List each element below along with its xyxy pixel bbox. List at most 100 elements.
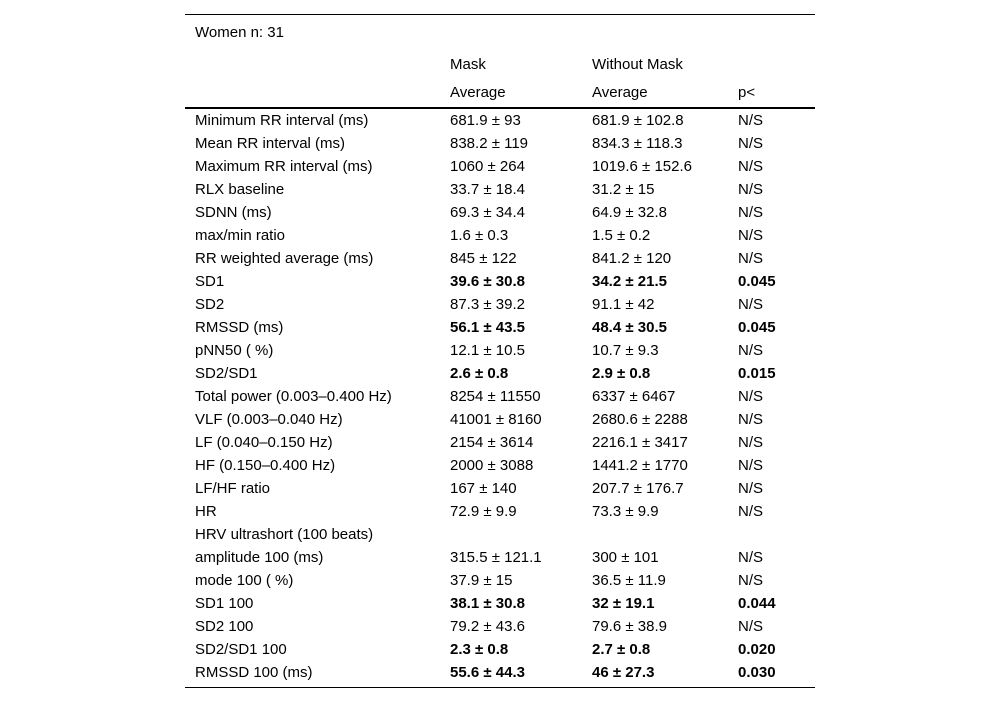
row-label: mode 100 ( %): [195, 572, 294, 589]
column-group-spacer: [185, 49, 450, 80]
table-row: HR 72.9 ± 9.9 73.3 ± 9.9 N/S: [185, 500, 815, 523]
table-row: mode 100 ( %) 37.9 ± 15 36.5 ± 11.9 N/S: [185, 569, 815, 592]
table-row: pNN50 ( %) 12.1 ± 10.5 10.7 ± 9.3 N/S: [185, 339, 815, 362]
table-row: max/min ratio 1.6 ± 0.3 1.5 ± 0.2 N/S: [185, 224, 815, 247]
without-mask-average-value: 48.4 ± 30.5: [592, 319, 667, 336]
p-value: N/S: [738, 204, 764, 221]
p-value: N/S: [738, 296, 764, 313]
p-value: 0.044: [738, 595, 776, 612]
table-row: VLF (0.003–0.040 Hz) 41001 ± 8160 2680.6…: [185, 408, 815, 431]
column-group-p-spacer: [738, 49, 815, 80]
mask-average-value: 79.2 ± 43.6: [450, 618, 525, 635]
p-value: N/S: [738, 434, 764, 451]
mask-average-value: 38.1 ± 30.8: [450, 595, 525, 612]
mask-average-value: 56.1 ± 43.5: [450, 319, 525, 336]
without-mask-average-value: 34.2 ± 21.5: [592, 273, 667, 290]
mask-average-value: 681.9 ± 93: [450, 112, 521, 129]
without-mask-average-value: 91.1 ± 42: [592, 296, 655, 313]
mask-average-value: 41001 ± 8160: [450, 411, 542, 428]
without-mask-average-value: 2.7 ± 0.8: [592, 641, 651, 658]
without-mask-average-value: 31.2 ± 15: [592, 181, 655, 198]
without-mask-average-value: 681.9 ± 102.8: [592, 112, 684, 129]
row-label: RMSSD 100 (ms): [195, 664, 313, 681]
table-row: Total power (0.003–0.400 Hz) 8254 ± 1155…: [185, 385, 815, 408]
without-mask-average-value: 300 ± 101: [592, 549, 659, 566]
p-value: N/S: [738, 250, 764, 267]
row-label: Maximum RR interval (ms): [195, 158, 373, 175]
row-label: SD1 100: [195, 595, 254, 612]
p-value: N/S: [738, 181, 764, 198]
row-label: RMSSD (ms): [195, 319, 284, 336]
p-value: 0.045: [738, 273, 776, 290]
table-row: LF/HF ratio 167 ± 140 207.7 ± 176.7 N/S: [185, 477, 815, 500]
row-label: HRV ultrashort (100 beats): [195, 526, 374, 543]
table-row: RR weighted average (ms) 845 ± 122 841.2…: [185, 247, 815, 270]
column-group-header-row: Mask Without Mask: [185, 49, 815, 80]
mask-average-value: 2154 ± 3614: [450, 434, 534, 451]
without-mask-average-value: 207.7 ± 176.7: [592, 480, 684, 497]
sub-header-row: Average Average p<: [185, 80, 815, 109]
table-row: RMSSD (ms) 56.1 ± 43.5 48.4 ± 30.5 0.045: [185, 316, 815, 339]
sub-header-spacer: [185, 80, 450, 107]
without-mask-average-value: 6337 ± 6467: [592, 388, 676, 405]
mask-average-value: 2.3 ± 0.8: [450, 641, 509, 658]
without-mask-average-value: 834.3 ± 118.3: [592, 135, 683, 152]
mask-average-value: 1060 ± 264: [450, 158, 525, 175]
sub-header-mask-average: Average: [450, 84, 506, 101]
mask-average-value: 37.9 ± 15: [450, 572, 513, 589]
row-label: SD1: [195, 273, 225, 290]
row-label: Total power (0.003–0.400 Hz): [195, 388, 392, 405]
table-row: Minimum RR interval (ms) 681.9 ± 93 681.…: [185, 109, 815, 132]
mask-average-value: 838.2 ± 119: [450, 135, 529, 152]
sub-header-without-mask-average: Average: [592, 84, 648, 101]
p-value: 0.030: [738, 664, 776, 681]
row-label: VLF (0.003–0.040 Hz): [195, 411, 343, 428]
sub-header-p: p<: [738, 84, 756, 101]
p-value: N/S: [738, 503, 764, 520]
p-value: N/S: [738, 480, 764, 497]
without-mask-average-value: 79.6 ± 38.9: [592, 618, 667, 635]
without-mask-average-value: 36.5 ± 11.9: [592, 572, 666, 589]
p-value: N/S: [738, 388, 764, 405]
p-value: N/S: [738, 457, 764, 474]
table-row: Mean RR interval (ms) 838.2 ± 119 834.3 …: [185, 132, 815, 155]
table-row: amplitude 100 (ms) 315.5 ± 121.1 300 ± 1…: [185, 546, 815, 569]
mask-average-value: 845 ± 122: [450, 250, 517, 267]
without-mask-average-value: 2216.1 ± 3417: [592, 434, 688, 451]
table-row: SD2 100 79.2 ± 43.6 79.6 ± 38.9 N/S: [185, 615, 815, 638]
p-value: N/S: [738, 572, 764, 589]
mask-average-value: 8254 ± 11550: [450, 388, 541, 405]
p-value: N/S: [738, 227, 764, 244]
p-value: N/S: [738, 411, 764, 428]
table-row: SDNN (ms) 69.3 ± 34.4 64.9 ± 32.8 N/S: [185, 201, 815, 224]
row-label: Mean RR interval (ms): [195, 135, 346, 152]
hrv-comparison-table: Women n: 31 Mask Without Mask Average Av…: [185, 14, 815, 688]
row-label: HF (0.150–0.400 Hz): [195, 457, 336, 474]
row-label: pNN50 ( %): [195, 342, 274, 359]
mask-average-value: 2000 ± 3088: [450, 457, 534, 474]
mask-average-value: 12.1 ± 10.5: [450, 342, 525, 359]
p-value: 0.020: [738, 641, 776, 658]
table-row: SD1 100 38.1 ± 30.8 32 ± 19.1 0.044: [185, 592, 815, 615]
table-row: HF (0.150–0.400 Hz) 2000 ± 3088 1441.2 ±…: [185, 454, 815, 477]
row-label: max/min ratio: [195, 227, 286, 244]
row-label: RR weighted average (ms): [195, 250, 374, 267]
mask-average-value: 2.6 ± 0.8: [450, 365, 509, 382]
row-label: Minimum RR interval (ms): [195, 112, 369, 129]
row-label: SD2/SD1 100: [195, 641, 287, 658]
table-row: Maximum RR interval (ms) 1060 ± 264 1019…: [185, 155, 815, 178]
mask-average-value: 33.7 ± 18.4: [450, 181, 525, 198]
row-label: SD2: [195, 296, 225, 313]
without-mask-average-value: 1019.6 ± 152.6: [592, 158, 692, 175]
table-row: SD1 39.6 ± 30.8 34.2 ± 21.5 0.045: [185, 270, 815, 293]
table-title: Women n: 31: [195, 24, 284, 41]
mask-average-value: 72.9 ± 9.9: [450, 503, 517, 520]
table-row: LF (0.040–0.150 Hz) 2154 ± 3614 2216.1 ±…: [185, 431, 815, 454]
without-mask-average-value: 2.9 ± 0.8: [592, 365, 651, 382]
row-label: SD2/SD1: [195, 365, 258, 382]
mask-average-value: 1.6 ± 0.3: [450, 227, 509, 244]
column-group-without-mask: Without Mask: [592, 56, 683, 73]
without-mask-average-value: 64.9 ± 32.8: [592, 204, 667, 221]
p-value: N/S: [738, 549, 764, 566]
without-mask-average-value: 2680.6 ± 2288: [592, 411, 688, 428]
